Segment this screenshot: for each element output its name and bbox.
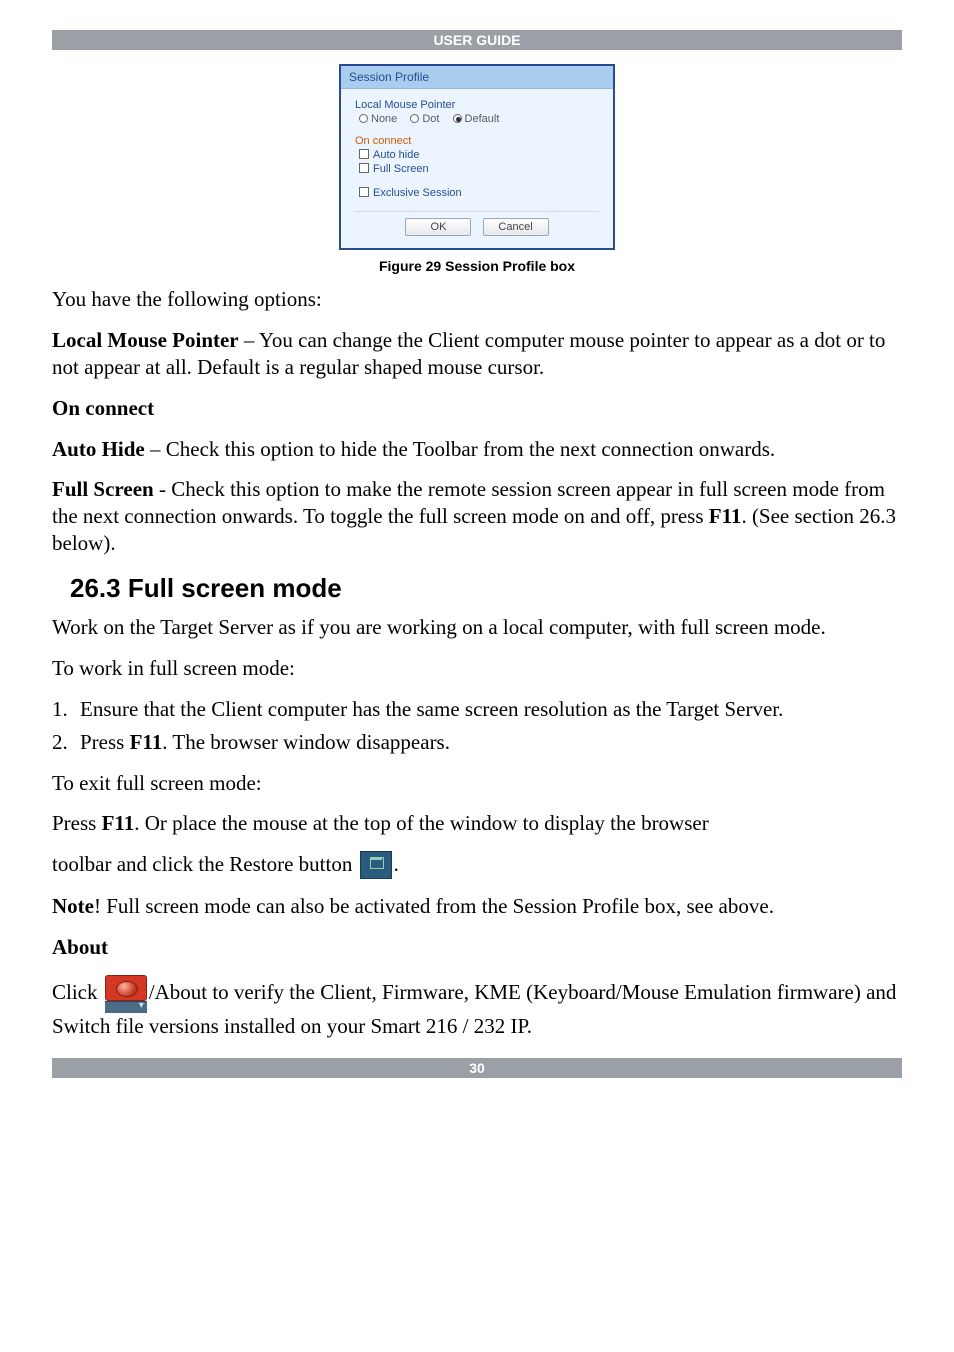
exit-a: Press: [52, 811, 102, 835]
note-paragraph: Note! Full screen mode can also be activ…: [52, 893, 902, 920]
exit-line-1: Press F11. Or place the mouse at the top…: [52, 810, 902, 837]
note-term: Note: [52, 894, 94, 918]
dialog-title: Session Profile: [341, 66, 613, 89]
radio-dot[interactable]: Dot: [410, 113, 439, 125]
restore-b: .: [394, 852, 399, 876]
about-b: /About to verify the Client, Firmware, K…: [52, 980, 896, 1038]
checkbox-icon: [359, 149, 369, 159]
header-title: USER GUIDE: [433, 32, 520, 48]
local-mouse-pointer-label: Local Mouse Pointer: [355, 99, 599, 111]
radio-none-icon: [359, 114, 368, 123]
section-heading-26-3: 26.3 Full screen mode: [70, 573, 902, 604]
restore-a: toolbar and click the Restore button: [52, 852, 358, 876]
dialog-divider: [355, 211, 599, 212]
session-profile-dialog: Session Profile Local Mouse Pointer None…: [339, 64, 615, 250]
header-banner: USER GUIDE: [52, 30, 902, 50]
restore-line: toolbar and click the Restore button .: [52, 851, 902, 879]
fs-steps-list: 1. Ensure that the Client computer has t…: [52, 696, 902, 756]
checkbox-icon: [359, 163, 369, 173]
full-screen-term: Full Screen: [52, 477, 154, 501]
dialog-button-row: OK Cancel: [355, 218, 599, 244]
f11-key: F11: [709, 504, 742, 528]
check-exclusive-session[interactable]: Exclusive Session: [359, 187, 599, 199]
on-connect-section-label: On connect: [355, 135, 599, 147]
list-item: 2. Press F11. The browser window disappe…: [52, 729, 902, 756]
ok-button[interactable]: OK: [405, 218, 471, 236]
on-connect-heading: On connect: [52, 395, 902, 422]
list-number: 1.: [52, 696, 80, 723]
auto-hide-desc: – Check this option to hide the Toolbar …: [145, 437, 775, 461]
f11-key: F11: [130, 730, 163, 754]
radio-none-label: None: [371, 113, 397, 125]
radio-default-label: Default: [465, 113, 500, 125]
radio-default-icon: [453, 114, 462, 123]
exit-b: . Or place the mouse at the top of the w…: [134, 811, 708, 835]
step2-a: Press: [80, 730, 130, 754]
radio-dot-icon: [410, 114, 419, 123]
fs-to-work: To work in full screen mode:: [52, 655, 902, 682]
figure-caption: Figure 29 Session Profile box: [52, 258, 902, 274]
radio-default[interactable]: Default: [453, 113, 500, 125]
toolbar-dropdown-icon: [105, 975, 147, 1013]
check-full-screen-label: Full Screen: [373, 163, 429, 175]
cancel-button[interactable]: Cancel: [483, 218, 549, 236]
check-auto-hide[interactable]: Auto hide: [359, 149, 599, 161]
checkbox-icon: [359, 187, 369, 197]
fs-to-exit: To exit full screen mode:: [52, 770, 902, 797]
auto-hide-term: Auto Hide: [52, 437, 145, 461]
list-text: Ensure that the Client computer has the …: [80, 696, 902, 723]
list-item: 1. Ensure that the Client computer has t…: [52, 696, 902, 723]
radio-none[interactable]: None: [359, 113, 397, 125]
footer-banner: 30: [52, 1058, 902, 1078]
step2-b: . The browser window disappears.: [162, 730, 450, 754]
local-mouse-pointer-paragraph: Local Mouse Pointer – You can change the…: [52, 327, 902, 381]
about-a: Click: [52, 980, 103, 1004]
session-profile-figure: Session Profile Local Mouse Pointer None…: [52, 64, 902, 250]
check-exclusive-session-label: Exclusive Session: [373, 187, 462, 199]
list-text: Press F11. The browser window disappears…: [80, 729, 902, 756]
about-heading: About: [52, 934, 902, 961]
restore-icon: [360, 851, 392, 879]
intro-paragraph: You have the following options:: [52, 286, 902, 313]
check-auto-hide-label: Auto hide: [373, 149, 419, 161]
f11-key: F11: [102, 811, 135, 835]
dialog-body: Local Mouse Pointer None Dot Default On …: [341, 89, 613, 248]
about-paragraph: Click /About to verify the Client, Firmw…: [52, 975, 902, 1040]
auto-hide-paragraph: Auto Hide – Check this option to hide th…: [52, 436, 902, 463]
check-full-screen[interactable]: Full Screen: [359, 163, 599, 175]
note-rest: ! Full screen mode can also be activated…: [94, 894, 774, 918]
radio-dot-label: Dot: [422, 113, 439, 125]
list-number: 2.: [52, 729, 80, 756]
pointer-radio-group: None Dot Default: [359, 113, 599, 125]
fs-intro: Work on the Target Server as if you are …: [52, 614, 902, 641]
lmp-term: Local Mouse Pointer: [52, 328, 239, 352]
page-number: 30: [469, 1060, 485, 1076]
full-screen-paragraph: Full Screen - Check this option to make …: [52, 476, 902, 557]
